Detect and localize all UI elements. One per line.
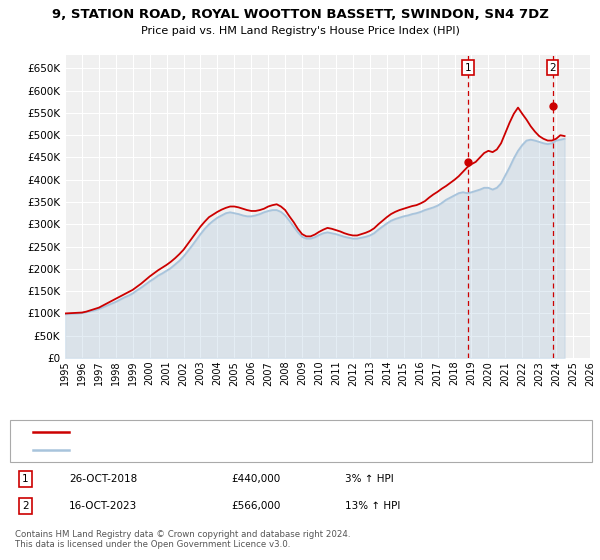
Text: 9, STATION ROAD, ROYAL WOOTTON BASSETT, SWINDON, SN4 7DZ (detached house): 9, STATION ROAD, ROYAL WOOTTON BASSETT, … bbox=[75, 427, 500, 437]
Text: 2: 2 bbox=[22, 501, 29, 511]
Text: Contains HM Land Registry data © Crown copyright and database right 2024.
This d: Contains HM Land Registry data © Crown c… bbox=[15, 530, 350, 549]
Text: 3% ↑ HPI: 3% ↑ HPI bbox=[345, 474, 394, 484]
Text: 1: 1 bbox=[465, 63, 472, 73]
Text: 16-OCT-2023: 16-OCT-2023 bbox=[69, 501, 137, 511]
Text: 1: 1 bbox=[22, 474, 29, 484]
Text: £566,000: £566,000 bbox=[231, 501, 280, 511]
Point bbox=[464, 157, 473, 166]
Text: £440,000: £440,000 bbox=[231, 474, 280, 484]
Text: 26-OCT-2018: 26-OCT-2018 bbox=[69, 474, 137, 484]
Text: 13% ↑ HPI: 13% ↑ HPI bbox=[345, 501, 400, 511]
Text: Price paid vs. HM Land Registry's House Price Index (HPI): Price paid vs. HM Land Registry's House … bbox=[140, 26, 460, 36]
Text: 9, STATION ROAD, ROYAL WOOTTON BASSETT, SWINDON, SN4 7DZ: 9, STATION ROAD, ROYAL WOOTTON BASSETT, … bbox=[52, 8, 548, 21]
Point bbox=[548, 101, 557, 110]
Text: 2: 2 bbox=[549, 63, 556, 73]
Text: HPI: Average price, detached house, Wiltshire: HPI: Average price, detached house, Wilt… bbox=[75, 445, 303, 455]
